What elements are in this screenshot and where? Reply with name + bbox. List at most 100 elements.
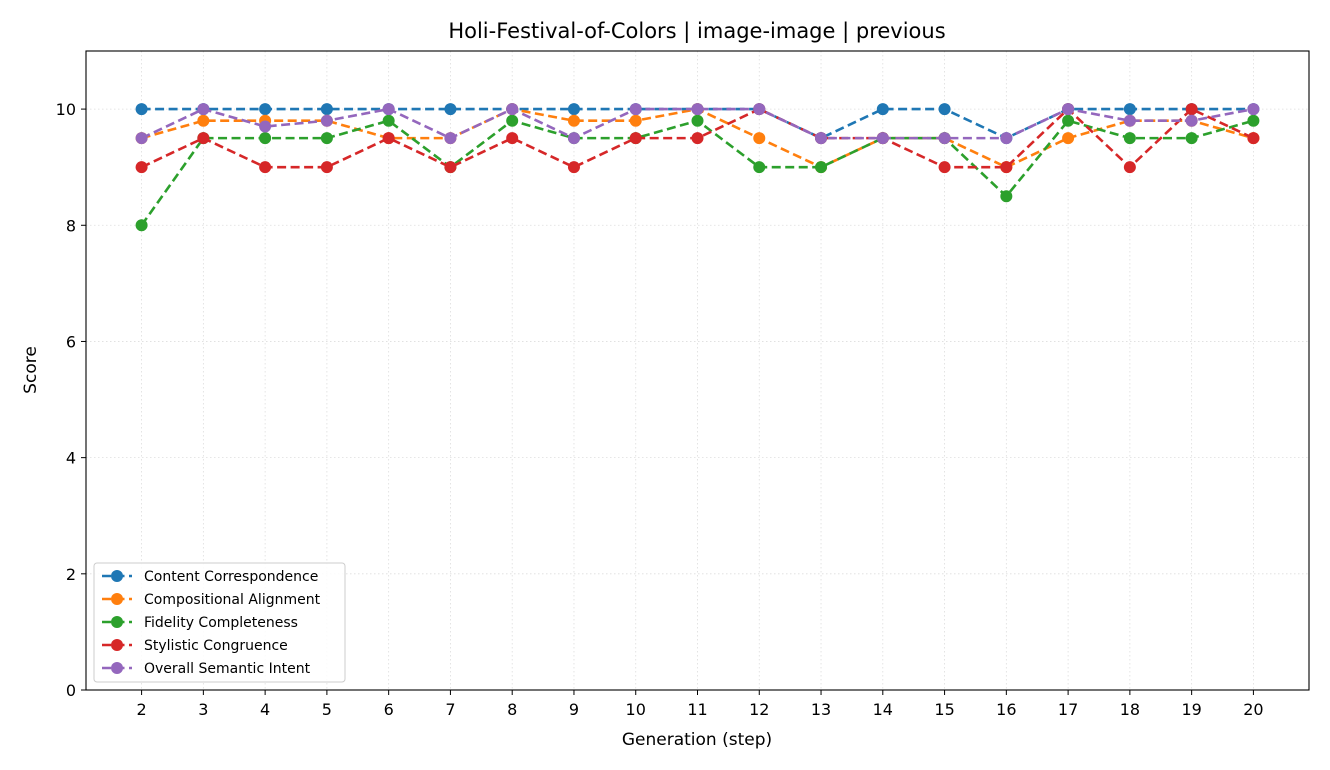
x-tick-label: 11 (687, 700, 707, 719)
data-point (753, 132, 766, 145)
data-point (753, 103, 766, 116)
x-tick-label: 18 (1120, 700, 1140, 719)
data-point (1247, 114, 1260, 127)
data-point (938, 132, 951, 145)
legend-label: Overall Semantic Intent (144, 661, 311, 677)
data-point (1062, 132, 1075, 145)
x-tick-label: 6 (384, 700, 394, 719)
data-point (135, 103, 148, 116)
y-tick-label: 10 (56, 100, 76, 119)
data-point (382, 103, 395, 116)
data-point (1185, 103, 1198, 116)
data-point (444, 103, 457, 116)
data-point (444, 161, 457, 174)
data-point (135, 132, 148, 145)
data-point (320, 114, 333, 127)
data-point (506, 114, 519, 127)
axes: 2 3 4 5 6 7 8 9 10 11 12 13 14 15 16 17 18 19 20 0 2 4 6 8 10 (56, 50, 1310, 719)
legend-item: Content Correspondence (102, 569, 318, 585)
data-point (691, 114, 704, 127)
data-point (135, 161, 148, 174)
data-point (567, 103, 580, 116)
data-point (1185, 132, 1198, 145)
data-point (1247, 103, 1260, 116)
data-point (753, 161, 766, 174)
data-point (1062, 103, 1075, 116)
legend-item: Stylistic Congruence (102, 638, 288, 654)
y-tick-label: 2 (66, 565, 76, 584)
x-tick-label: 17 (1058, 700, 1078, 719)
chart-title: Holi-Festival-of-Colors | image-image | … (448, 19, 945, 44)
legend-label: Compositional Alignment (144, 592, 321, 608)
y-tick-label: 8 (66, 216, 76, 235)
data-point (259, 120, 272, 133)
data-point (876, 103, 889, 116)
x-tick-label: 12 (749, 700, 769, 719)
series-5 (135, 103, 1260, 145)
x-tick-label: 7 (445, 700, 455, 719)
data-point (629, 103, 642, 116)
data-point (691, 103, 704, 116)
x-tick-label: 20 (1243, 700, 1263, 719)
x-tick-label: 19 (1181, 700, 1201, 719)
data-point (567, 114, 580, 127)
legend-item: Fidelity Completeness (102, 615, 298, 631)
x-tick-label: 4 (260, 700, 270, 719)
series-layer (135, 103, 1260, 232)
x-tick-label: 8 (507, 700, 517, 719)
legend-item: Compositional Alignment (102, 592, 321, 608)
data-point (567, 161, 580, 174)
data-point (938, 161, 951, 174)
x-tick-label: 5 (322, 700, 332, 719)
data-point (1247, 132, 1260, 145)
data-point (382, 114, 395, 127)
x-tick-label: 14 (873, 700, 893, 719)
legend-label: Fidelity Completeness (144, 615, 298, 631)
legend-marker (111, 570, 123, 582)
y-tick-label: 0 (66, 681, 76, 700)
data-point (691, 132, 704, 145)
data-point (876, 132, 889, 145)
data-point (1123, 114, 1136, 127)
x-tick-label: 9 (569, 700, 579, 719)
legend-marker (111, 616, 123, 628)
data-point (506, 103, 519, 116)
data-point (1000, 190, 1013, 203)
data-point (506, 132, 519, 145)
data-point (197, 114, 210, 127)
data-point (1123, 132, 1136, 145)
data-point (629, 114, 642, 127)
data-point (815, 132, 828, 145)
data-point (1185, 114, 1198, 127)
x-tick-label: 15 (934, 700, 954, 719)
legend-label: Stylistic Congruence (144, 638, 288, 654)
x-tick-label: 16 (996, 700, 1016, 719)
legend-item: Overall Semantic Intent (102, 661, 311, 677)
data-point (259, 161, 272, 174)
data-point (629, 132, 642, 145)
data-point (259, 132, 272, 145)
legend-marker (111, 662, 123, 674)
legend-box (93, 562, 346, 683)
x-tick-label: 10 (626, 700, 646, 719)
data-point (259, 103, 272, 116)
legend: Content Correspondence Compositional Alig… (93, 562, 346, 683)
data-point (1000, 132, 1013, 145)
data-point (444, 132, 457, 145)
y-tick-label: 6 (66, 332, 76, 351)
legend-label: Content Correspondence (144, 569, 318, 585)
data-point (1000, 161, 1013, 174)
data-point (938, 103, 951, 116)
data-point (320, 132, 333, 145)
data-point (815, 161, 828, 174)
data-point (320, 103, 333, 116)
data-point (567, 132, 580, 145)
legend-marker (111, 593, 123, 605)
data-point (1123, 161, 1136, 174)
x-tick-label: 3 (198, 700, 208, 719)
legend-marker (111, 639, 123, 651)
x-tick-label: 2 (136, 700, 146, 719)
data-point (1062, 114, 1075, 127)
